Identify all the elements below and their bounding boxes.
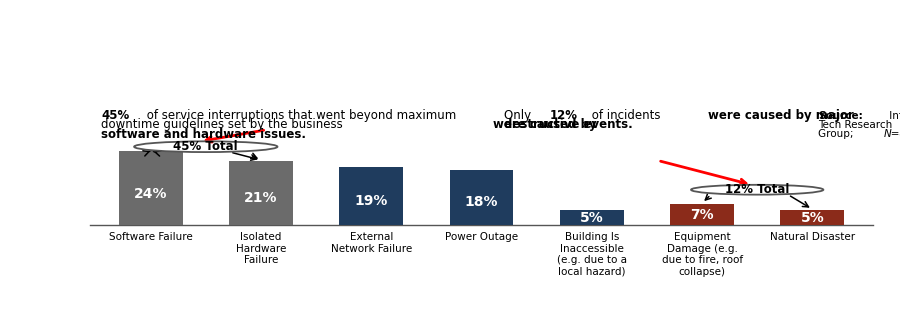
Text: 12% Total: 12% Total — [725, 183, 789, 196]
Bar — [339, 167, 403, 225]
Text: of service interruptions that went beyond maximum: of service interruptions that went beyon… — [143, 109, 456, 122]
Text: Only: Only — [504, 109, 535, 122]
Text: 21%: 21% — [244, 191, 278, 205]
Text: 24%: 24% — [134, 187, 167, 201]
Bar — [449, 170, 514, 225]
Text: 45% Total: 45% Total — [174, 140, 239, 153]
Y-axis label: Causes of Unacceptable
Downtime: Causes of Unacceptable Downtime — [0, 115, 11, 249]
Text: downtime guidelines set by the business: downtime guidelines set by the business — [101, 118, 346, 131]
Text: 5%: 5% — [580, 211, 604, 225]
Text: of incidents: of incidents — [589, 109, 665, 122]
Text: destructive events.: destructive events. — [504, 118, 633, 131]
Text: software and hardware issues.: software and hardware issues. — [101, 127, 306, 141]
Text: Source:: Source: — [818, 111, 862, 120]
Bar — [780, 210, 844, 225]
Text: 7%: 7% — [690, 209, 714, 222]
Bar — [670, 204, 734, 225]
Text: N=87: N=87 — [884, 129, 900, 139]
Text: 45%: 45% — [101, 109, 130, 122]
Bar — [119, 151, 183, 225]
Text: 19%: 19% — [355, 194, 388, 208]
Text: were caused by major: were caused by major — [707, 109, 853, 122]
Text: Group;: Group; — [818, 129, 857, 139]
Text: 5%: 5% — [800, 211, 824, 225]
Bar — [229, 161, 292, 225]
Text: Info-: Info- — [886, 111, 900, 120]
Bar — [560, 210, 624, 225]
Text: were caused by: were caused by — [492, 118, 596, 131]
Text: Tech Research: Tech Research — [818, 120, 892, 130]
Text: 18%: 18% — [464, 195, 499, 209]
Text: 12%: 12% — [550, 109, 578, 122]
